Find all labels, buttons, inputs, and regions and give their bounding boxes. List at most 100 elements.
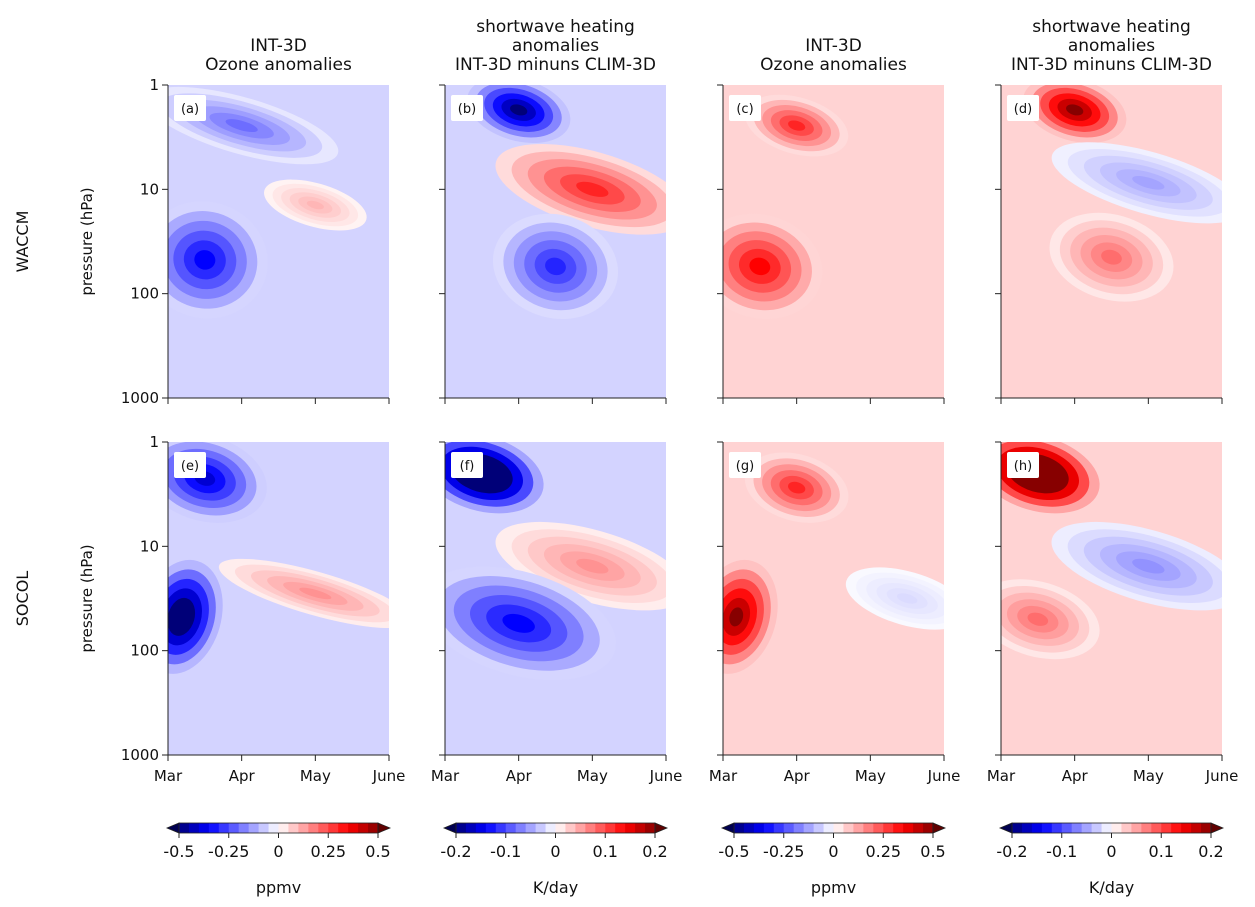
colorbar-segment [238, 823, 250, 833]
colorbar-tick-label: 0.5 [920, 842, 945, 861]
colorbar-segment [268, 823, 279, 833]
colorbar-segment [605, 823, 616, 833]
contour-level [788, 120, 806, 131]
x-tick-label: Apr [229, 767, 256, 785]
colorbar-segment [1041, 823, 1053, 833]
colorbar-extend-min [998, 822, 1013, 834]
colorbar-tick-label: 0.1 [593, 842, 618, 861]
colorbar-segment [1151, 823, 1162, 833]
y-tick-label: 1 [149, 76, 159, 94]
panel-label: (c) [736, 102, 753, 117]
colorbar-segment [456, 823, 467, 833]
colorbar-segment [338, 823, 349, 833]
colorbar-segment [495, 823, 507, 833]
colorbar-segment [1101, 823, 1112, 833]
colorbar-segment [1071, 823, 1083, 833]
colorbar-segment [853, 823, 864, 833]
colorbar-tick-label: -0.1 [490, 842, 521, 861]
x-tick-label: Apr [506, 767, 533, 785]
colorbar-extend-min [165, 822, 180, 834]
contour-level [1132, 176, 1165, 190]
panel-label: (f) [460, 459, 475, 474]
colorbar-segment [555, 823, 566, 833]
colorbar-segment [358, 823, 369, 833]
colorbar-unit: ppmv [256, 878, 301, 897]
colorbar-segment [218, 823, 230, 833]
colorbar-extend-max [1210, 822, 1225, 834]
colorbar-segment [734, 823, 745, 833]
panel-label: (b) [458, 102, 476, 117]
panel-label-box [729, 452, 761, 478]
colorbar [720, 822, 947, 838]
colorbar-segment [288, 823, 299, 833]
contour-level [306, 200, 324, 210]
colorbar-tick-label: 0.25 [310, 842, 346, 861]
colorbar-segment [793, 823, 805, 833]
x-tick-label: May [577, 767, 608, 785]
colorbar-segment [903, 823, 914, 833]
column-title-line: INT-3D minuns CLIM-3D [1011, 55, 1212, 75]
row-label: WACCM [13, 211, 32, 273]
colorbar-segment [783, 823, 795, 833]
panel-label: (e) [181, 459, 199, 474]
heatmap-panel-b [445, 85, 666, 398]
column-title-line: INT-3D [805, 36, 862, 56]
contour-level [749, 257, 771, 276]
colorbar-extend-max [932, 822, 947, 834]
colorbar-extend-max [654, 822, 669, 834]
x-tick-label: June [372, 767, 406, 785]
colorbar-tick-label: -0.2 [440, 842, 471, 861]
colorbar-segment [318, 823, 329, 833]
colorbar-segment [635, 823, 646, 833]
x-tick-label: May [1133, 767, 1164, 785]
colorbar-tick-label: 0.5 [365, 842, 390, 861]
colorbar-extend-min [720, 822, 735, 834]
x-tick-label: Mar [154, 767, 183, 785]
colorbar-segment [525, 823, 537, 833]
colorbar-segment [843, 823, 854, 833]
colorbar-extend-min [442, 822, 457, 834]
colorbar-segment [228, 823, 240, 833]
colorbar-tick-label: -0.25 [208, 842, 249, 861]
colorbar-segment [1081, 823, 1093, 833]
y-tick-label: 10 [140, 537, 159, 555]
colorbar-segment [625, 823, 636, 833]
heatmap-panel-a [168, 85, 389, 398]
x-tick-label: June [927, 767, 961, 785]
colorbar-segment [763, 823, 775, 833]
x-tick-label: June [649, 767, 683, 785]
contour-level [510, 104, 528, 116]
colorbar-segment [1091, 823, 1103, 833]
colorbar-segment [813, 823, 825, 833]
heatmap-panel-d [1001, 85, 1222, 398]
colorbar-segment [1121, 823, 1132, 833]
colorbar-segment [535, 823, 547, 833]
contour-level [896, 593, 918, 604]
column-title-line: Ozone anomalies [205, 55, 352, 75]
panel-label: (h) [1014, 459, 1032, 474]
contour-level [502, 613, 535, 633]
colorbar-segment [913, 823, 924, 833]
x-tick-label: Apr [1062, 767, 1089, 785]
colorbar-segment [863, 823, 874, 833]
column-title-line: anomalies [1068, 36, 1155, 56]
colorbar-segment [258, 823, 270, 833]
colorbar-segment [308, 823, 319, 833]
heatmap-panel-h [1001, 442, 1222, 755]
colorbar-segment [485, 823, 497, 833]
colorbar-unit: ppmv [811, 878, 856, 897]
contour-level [1132, 558, 1165, 574]
panel-label: (g) [736, 459, 754, 474]
y-tick-label: 1000 [121, 746, 159, 764]
colorbar-segment [773, 823, 785, 833]
colorbar-segment [248, 823, 260, 833]
colorbar-segment [585, 823, 596, 833]
contour-level [194, 250, 216, 270]
x-tick-label: June [1205, 767, 1239, 785]
colorbar-segment [743, 823, 755, 833]
colorbar-unit: K/day [1089, 878, 1134, 897]
contour-level [225, 119, 258, 133]
contour-level [729, 607, 744, 627]
colorbar-segment [208, 823, 220, 833]
colorbar [998, 822, 1225, 838]
